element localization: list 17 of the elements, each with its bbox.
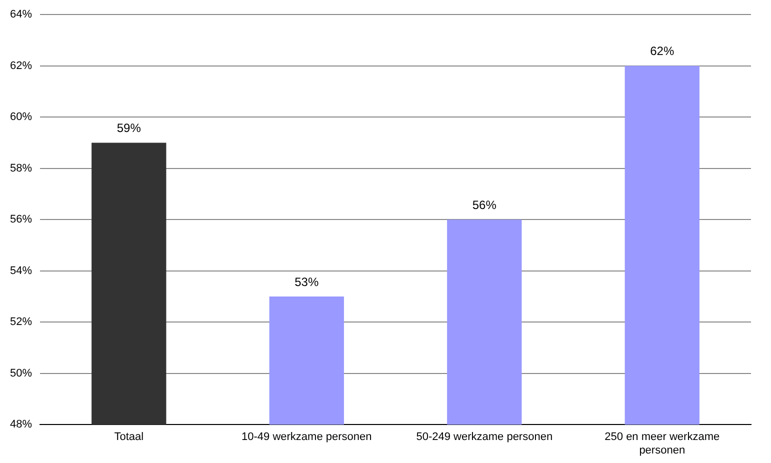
y-tick-label: 56% xyxy=(10,214,32,226)
y-tick-label: 50% xyxy=(10,367,32,380)
data-label: 56% xyxy=(472,198,497,212)
y-tick-label: 64% xyxy=(10,8,32,21)
x-tick-label: 250 en meer werkzame personen xyxy=(604,431,720,456)
y-tick-label: 62% xyxy=(10,60,32,72)
data-label: 59% xyxy=(116,121,142,136)
data-label: 62% xyxy=(650,44,674,58)
x-tick-label: 50-249 werkzame personen xyxy=(416,431,553,444)
y-tick-label: 48% xyxy=(10,418,32,431)
y-tick-label: 52% xyxy=(10,316,32,328)
x-tick-label: 10-49 werkzame personen xyxy=(242,431,372,444)
y-tick-label: 60% xyxy=(10,111,32,124)
data-label: 53% xyxy=(294,274,319,289)
y-tick-label: 54% xyxy=(10,264,32,277)
y-tick-label: 58% xyxy=(10,162,32,174)
x-tick-label: Totaal xyxy=(114,431,144,444)
